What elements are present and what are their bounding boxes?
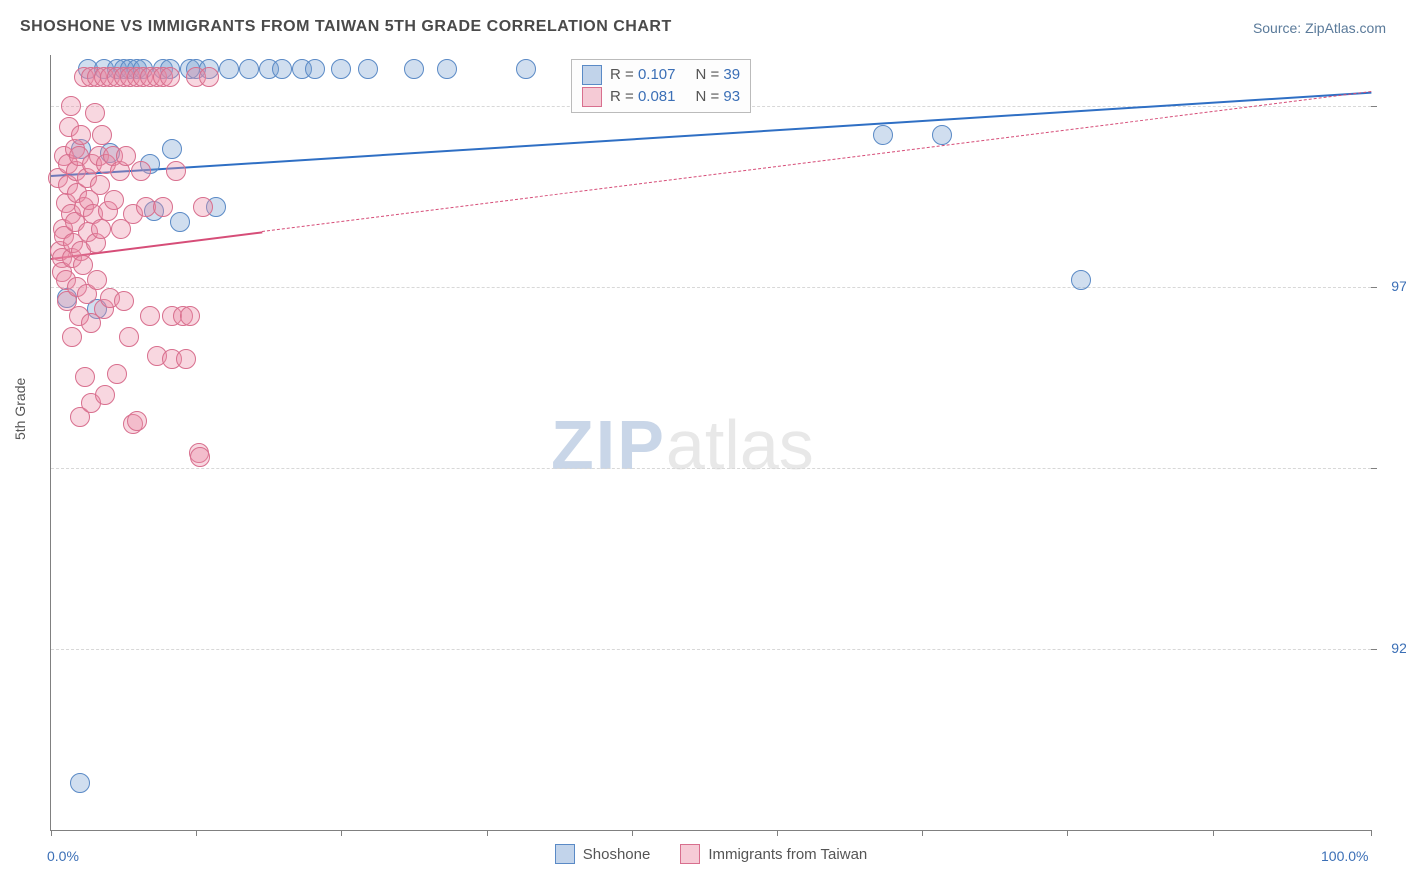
stats-legend-row: R = 0.081 N = 93 <box>582 86 740 108</box>
data-point <box>119 327 139 347</box>
data-point <box>107 364 127 384</box>
data-point <box>239 59 259 79</box>
data-point <box>131 161 151 181</box>
n-label: N = 39 <box>695 64 740 86</box>
data-point <box>358 59 378 79</box>
legend-label: Immigrants from Taiwan <box>708 846 867 863</box>
tick-x <box>1371 830 1372 836</box>
data-point <box>70 773 90 793</box>
data-point <box>104 190 124 210</box>
data-point <box>219 59 239 79</box>
tick-x <box>777 830 778 836</box>
y-tick-label: 92.5% <box>1391 640 1406 656</box>
gridline-y <box>51 287 1371 288</box>
tick-x <box>1213 830 1214 836</box>
tick-x <box>51 830 52 836</box>
y-tick-label: 97.5% <box>1391 278 1406 294</box>
gridline-y <box>51 468 1371 469</box>
legend-swatch <box>680 844 700 864</box>
data-point <box>85 103 105 123</box>
tick-x <box>196 830 197 836</box>
data-point <box>932 125 952 145</box>
data-point <box>176 349 196 369</box>
data-point <box>190 447 210 467</box>
legend-item: Immigrants from Taiwan <box>680 844 867 864</box>
tick-y <box>1371 287 1377 288</box>
data-point <box>140 306 160 326</box>
data-point <box>91 219 111 239</box>
data-point <box>153 197 173 217</box>
legend-swatch <box>582 87 602 107</box>
data-point <box>75 367 95 387</box>
data-point <box>516 59 536 79</box>
legend-swatch <box>582 65 602 85</box>
tick-y <box>1371 468 1377 469</box>
tick-x <box>341 830 342 836</box>
gridline-y <box>51 649 1371 650</box>
data-point <box>1071 270 1091 290</box>
stats-legend: R = 0.107 N = 39 R = 0.081 N = 93 <box>571 59 751 113</box>
watermark: ZIPatlas <box>551 405 814 485</box>
tick-x <box>1067 830 1068 836</box>
data-point <box>272 59 292 79</box>
data-point <box>166 161 186 181</box>
r-label: R = 0.081 <box>610 86 675 108</box>
tick-y <box>1371 106 1377 107</box>
stats-legend-row: R = 0.107 N = 39 <box>582 64 740 86</box>
data-point <box>61 96 81 116</box>
watermark-atlas: atlas <box>666 406 814 484</box>
data-point <box>95 385 115 405</box>
data-point <box>305 59 325 79</box>
data-point <box>92 125 112 145</box>
data-point <box>160 67 180 87</box>
tick-x <box>487 830 488 836</box>
chart-title: SHOSHONE VS IMMIGRANTS FROM TAIWAN 5TH G… <box>20 18 672 36</box>
tick-x <box>922 830 923 836</box>
tick-y <box>1371 649 1377 650</box>
data-point <box>437 59 457 79</box>
trend-line <box>262 91 1371 232</box>
r-label: R = 0.107 <box>610 64 675 86</box>
data-point <box>199 67 219 87</box>
data-point <box>180 306 200 326</box>
source-label: Source: ZipAtlas.com <box>1253 20 1386 36</box>
data-point <box>87 270 107 290</box>
series-legend: Shoshone Immigrants from Taiwan <box>51 844 1371 864</box>
data-point <box>170 212 190 232</box>
scatter-chart: ZIPatlas 92.5%97.5%0.0%100.0%R = 0.107N … <box>50 55 1371 831</box>
y-axis-label: 5th Grade <box>12 378 28 440</box>
legend-swatch <box>555 844 575 864</box>
n-label: N = 93 <box>695 86 740 108</box>
data-point <box>331 59 351 79</box>
data-point <box>62 327 82 347</box>
legend-item: Shoshone <box>555 844 651 864</box>
legend-label: Shoshone <box>583 846 651 863</box>
data-point <box>162 139 182 159</box>
data-point <box>71 125 91 145</box>
data-point <box>404 59 424 79</box>
watermark-zip: ZIP <box>551 406 666 484</box>
data-point <box>114 291 134 311</box>
data-point <box>193 197 213 217</box>
tick-x <box>632 830 633 836</box>
data-point <box>873 125 893 145</box>
data-point <box>127 411 147 431</box>
